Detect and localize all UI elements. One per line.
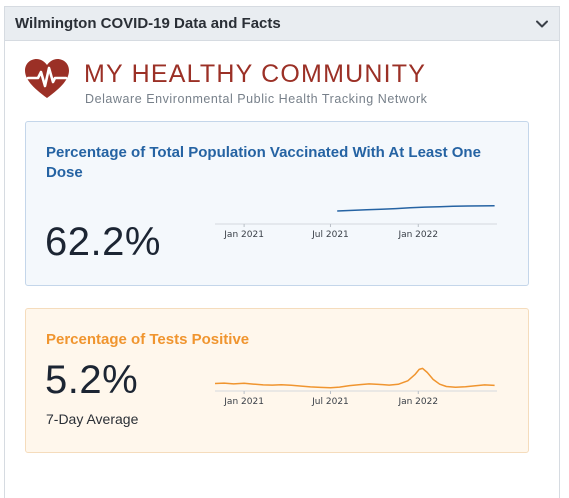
my-healthy-community-logo: MY HEALTHY COMMUNITY Delaware Environmen…	[24, 58, 484, 108]
panel-header[interactable]: Wilmington COVID-19 Data and Facts	[5, 7, 559, 41]
vaccination-sparkline: Jan 2021 Jul 2021 Jan 2022	[215, 204, 497, 240]
chevron-down-icon[interactable]	[535, 17, 549, 31]
card-title: Percentage of Total Population Vaccinate…	[46, 144, 481, 181]
logo-subtitle: Delaware Environmental Public Health Tra…	[85, 92, 428, 106]
x-tick-label: Jan 2021	[223, 397, 264, 407]
card-title: Percentage of Tests Positive	[46, 331, 250, 348]
vaccination-card[interactable]: Percentage of Total Population Vaccinate…	[25, 121, 529, 286]
series-line	[214, 367, 495, 389]
tests-positive-sparkline: Jan 2021 Jul 2021 Jan 2022	[214, 367, 497, 407]
card-value: 62.2%	[45, 220, 161, 264]
tests-positive-card[interactable]: Percentage of Tests Positive 5.2% 7-Day …	[25, 308, 529, 453]
logo-title: MY HEALTHY COMMUNITY	[84, 60, 427, 88]
card-value: 5.2%	[45, 358, 139, 402]
panel-title: Wilmington COVID-19 Data and Facts	[15, 15, 281, 32]
card-note: 7-Day Average	[46, 411, 139, 427]
x-tick-label: Jul 2021	[311, 230, 349, 240]
x-tick-label: Jul 2021	[311, 397, 349, 407]
x-tick-label: Jan 2021	[223, 230, 264, 240]
series-line	[337, 204, 495, 212]
heart-pulse-icon	[25, 59, 69, 98]
x-tick-label: Jan 2022	[397, 397, 438, 407]
x-tick-label: Jan 2022	[397, 230, 438, 240]
